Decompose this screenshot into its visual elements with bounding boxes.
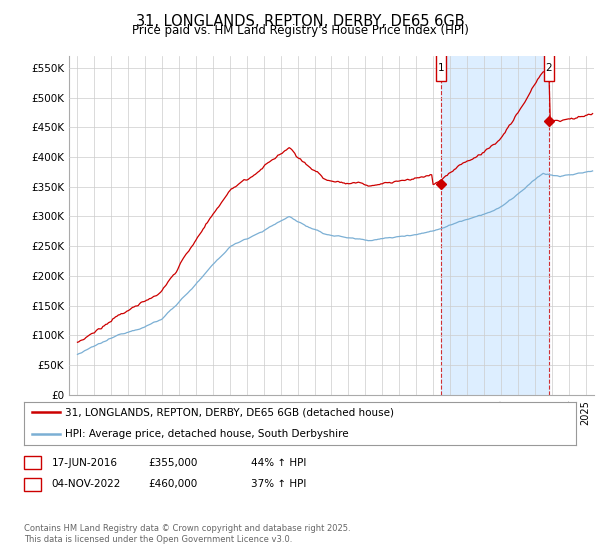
Text: This data is licensed under the Open Government Licence v3.0.: This data is licensed under the Open Gov… xyxy=(24,535,292,544)
Text: £355,000: £355,000 xyxy=(149,458,198,468)
Text: 1: 1 xyxy=(29,458,36,468)
Text: Contains HM Land Registry data © Crown copyright and database right 2025.: Contains HM Land Registry data © Crown c… xyxy=(24,524,350,533)
Text: 2: 2 xyxy=(29,479,36,489)
Text: 44% ↑ HPI: 44% ↑ HPI xyxy=(251,458,306,468)
Text: Price paid vs. HM Land Registry's House Price Index (HPI): Price paid vs. HM Land Registry's House … xyxy=(131,24,469,37)
Bar xyxy=(544,54,554,81)
Bar xyxy=(441,56,549,395)
Text: 1: 1 xyxy=(437,63,444,73)
Text: 31, LONGLANDS, REPTON, DERBY, DE65 6GB (detached house): 31, LONGLANDS, REPTON, DERBY, DE65 6GB (… xyxy=(65,408,394,417)
Text: £460,000: £460,000 xyxy=(149,479,198,489)
Text: 04-NOV-2022: 04-NOV-2022 xyxy=(52,479,121,489)
Text: HPI: Average price, detached house, South Derbyshire: HPI: Average price, detached house, Sout… xyxy=(65,430,349,439)
Bar xyxy=(436,54,446,81)
Text: 31, LONGLANDS, REPTON, DERBY, DE65 6GB: 31, LONGLANDS, REPTON, DERBY, DE65 6GB xyxy=(136,14,464,29)
Text: 37% ↑ HPI: 37% ↑ HPI xyxy=(251,479,306,489)
Text: 2: 2 xyxy=(545,63,552,73)
Text: 17-JUN-2016: 17-JUN-2016 xyxy=(52,458,118,468)
